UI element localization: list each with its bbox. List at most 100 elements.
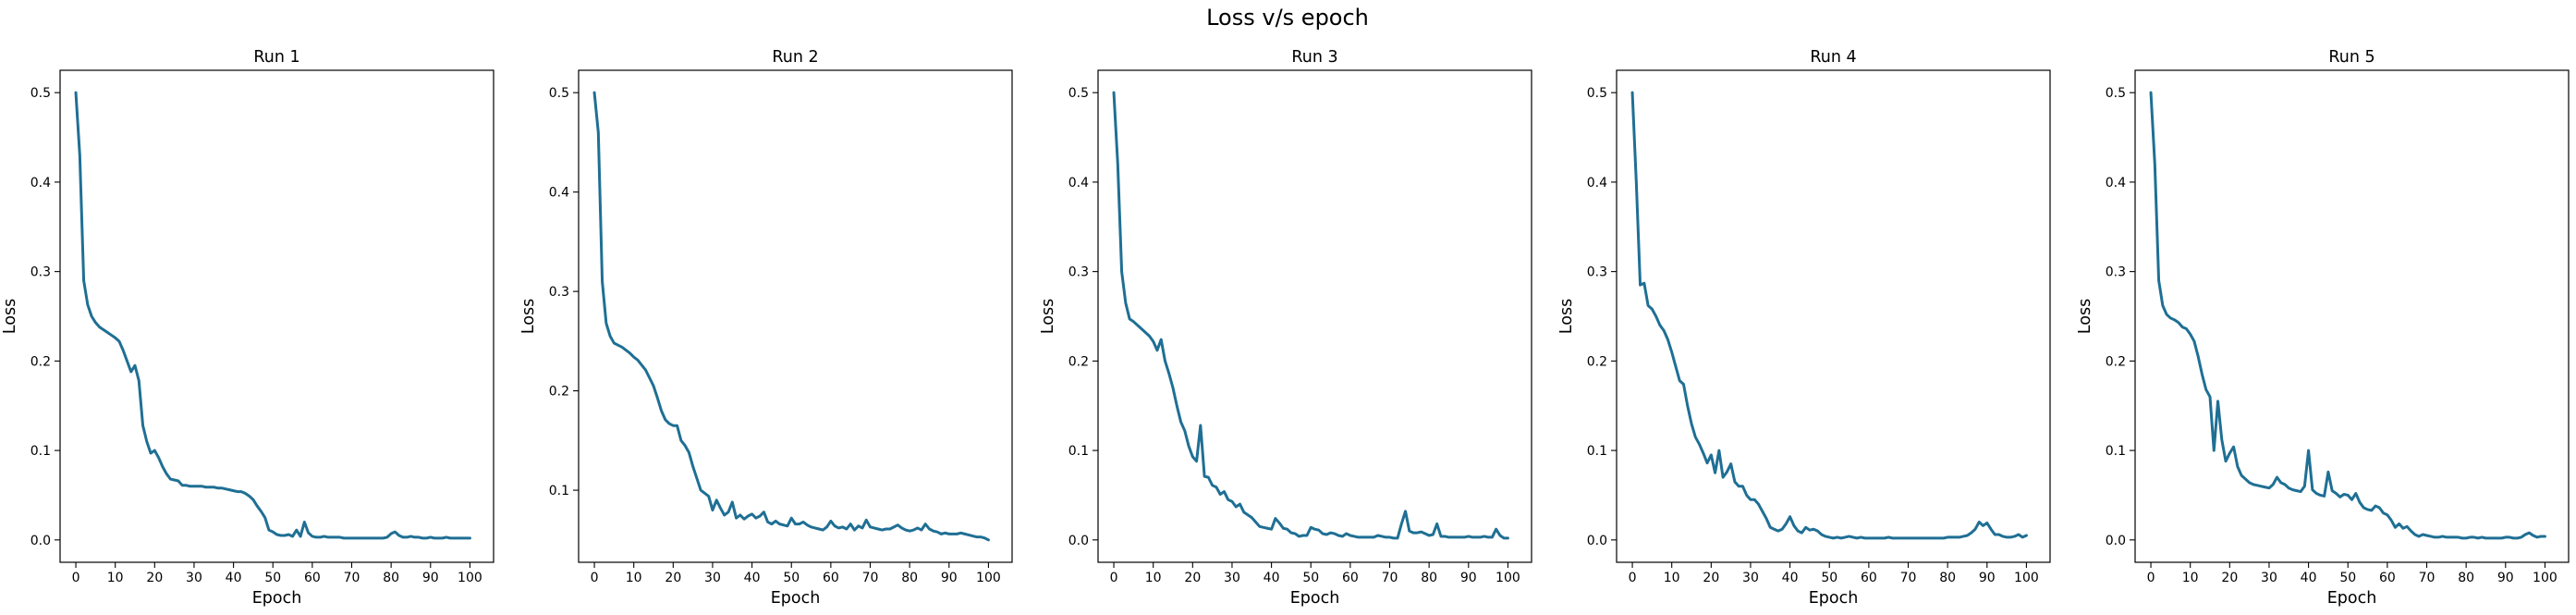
x-tick-label: 40 (226, 571, 242, 585)
y-axis-label: Loss (2076, 299, 2094, 334)
y-tick-label: 0.2 (1587, 354, 1607, 369)
y-tick-label: 0.2 (549, 385, 569, 400)
y-tick-label: 0.5 (31, 86, 51, 101)
x-tick-label: 40 (1264, 571, 1280, 585)
y-tick-label: 0.3 (549, 285, 569, 300)
loss-line (1630, 91, 2028, 540)
y-tick-label: 0.0 (2106, 534, 2126, 548)
x-tick-label: 20 (1184, 571, 1201, 585)
y-tick-label: 0.2 (31, 354, 51, 369)
x-tick-label: 50 (783, 571, 800, 585)
subplot-run-2: Run 2 0 10 20 30 40 50 60 70 80 90 100 0.1 0.2 0.3 0.4 0… (519, 48, 1013, 608)
x-tick-label: 20 (146, 571, 163, 585)
x-tick-label: 70 (1900, 571, 1917, 585)
x-tick-label: 70 (862, 571, 879, 585)
subplot-title: Run 2 (772, 48, 818, 67)
x-tick-label: 10 (626, 571, 642, 585)
x-tick-label: 80 (1421, 571, 1437, 585)
x-tick-label: 30 (704, 571, 721, 585)
y-tick-label: 0.1 (31, 444, 51, 459)
x-tick-label: 40 (1782, 571, 1799, 585)
y-axis-label: Loss (519, 299, 538, 334)
axes-frame (1616, 69, 2051, 563)
y-tick-label: 0.0 (1587, 534, 1607, 548)
subplot-title: Run 5 (2328, 48, 2375, 67)
y-tick-label: 0.4 (1068, 176, 1089, 191)
subplot-title: Run 4 (1810, 48, 1856, 67)
axes-frame (1097, 69, 1532, 563)
x-tick-label: 60 (304, 571, 321, 585)
x-axis-label: Epoch (2327, 589, 2377, 608)
y-tick-label: 0.2 (1068, 354, 1089, 369)
x-tick-label: 100 (1496, 571, 1520, 585)
axes-frame (2134, 69, 2570, 563)
x-tick-label: 10 (1664, 571, 1680, 585)
x-tick-label: 0 (1110, 571, 1118, 585)
y-tick-label: 0.4 (31, 176, 51, 191)
x-tick-label: 80 (383, 571, 399, 585)
y-tick-label: 0.1 (1587, 444, 1607, 459)
y-tick-label: 0.4 (1587, 176, 1607, 191)
x-tick-label: 30 (2261, 571, 2277, 585)
x-tick-label: 80 (901, 571, 918, 585)
y-tick-label: 0.1 (1068, 444, 1089, 459)
subplot-title: Run 3 (1291, 48, 1337, 67)
axes-frame (578, 69, 1013, 563)
y-tick-label: 0.3 (31, 265, 51, 280)
x-tick-label: 0 (591, 571, 599, 585)
x-tick-label: 90 (1979, 571, 1996, 585)
x-tick-label: 80 (2458, 571, 2474, 585)
y-axis-label: Loss (1557, 299, 1576, 334)
subplot-run-3: Run 3 0 10 20 30 40 50 60 70 80 90 100 0.0 0.1 0.2 0.3 0… (1039, 48, 1532, 608)
subplot-run-5: Run 5 0 10 20 30 40 50 60 70 80 90 100 0.0 0.1 0.2 0.3 0… (2076, 48, 2570, 608)
y-tick-label: 0.5 (2106, 86, 2126, 101)
x-tick-label: 50 (1821, 571, 1837, 585)
subplot-run-1: Run 1 0 10 20 30 40 50 60 70 80 90 100 0.0 0.1 0.2 0.3 0… (1, 48, 494, 608)
x-tick-label: 100 (976, 571, 1001, 585)
x-tick-label: 80 (1939, 571, 1956, 585)
x-tick-label: 60 (1861, 571, 1877, 585)
loss-line (2149, 91, 2546, 540)
x-axis-label: Epoch (1809, 589, 1859, 608)
x-tick-label: 20 (2221, 571, 2238, 585)
y-axis-label: Loss (1039, 299, 1057, 334)
y-tick-label: 0.5 (549, 86, 569, 101)
loss-line (592, 91, 990, 542)
y-tick-label: 0.3 (1068, 265, 1089, 280)
x-tick-label: 10 (1145, 571, 1162, 585)
y-tick-label: 0.3 (2106, 265, 2126, 280)
x-axis-label: Epoch (252, 589, 302, 608)
x-tick-label: 90 (2497, 571, 2514, 585)
x-axis-label: Epoch (771, 589, 821, 608)
x-tick-label: 70 (1382, 571, 1398, 585)
subplots: Run 10 10 20 30 40 50 60 70 80 90 1000.00.10.20.30… (1, 48, 2570, 608)
x-tick-label: 70 (344, 571, 360, 585)
x-tick-label: 0 (1629, 571, 1637, 585)
axes-frame (59, 69, 494, 563)
x-tick-label: 100 (2014, 571, 2039, 585)
figure-title: Loss v/s epoch (1206, 5, 1369, 31)
y-axis-label: Loss (1, 299, 19, 334)
x-tick-label: 20 (1703, 571, 1719, 585)
x-tick-label: 50 (2339, 571, 2356, 585)
x-tick-label: 90 (1460, 571, 1477, 585)
x-tick-label: 50 (264, 571, 281, 585)
x-tick-label: 30 (1224, 571, 1240, 585)
y-tick-label: 0.1 (549, 484, 569, 498)
y-tick-label: 0.0 (31, 534, 51, 548)
x-tick-label: 90 (941, 571, 958, 585)
x-tick-label: 50 (1302, 571, 1319, 585)
x-tick-label: 0 (2147, 571, 2155, 585)
y-tick-label: 0.0 (1068, 534, 1089, 548)
x-tick-label: 0 (72, 571, 80, 585)
x-tick-label: 70 (2419, 571, 2436, 585)
y-tick-label: 0.5 (1587, 86, 1607, 101)
subplot-run-4: Run 4 0 10 20 30 40 50 60 70 80 90 100 0.0 0.1 0.2 0.3 0… (1557, 48, 2051, 608)
x-tick-label: 60 (2379, 571, 2396, 585)
y-tick-label: 0.4 (2106, 176, 2126, 191)
x-tick-label: 10 (107, 571, 124, 585)
x-tick-label: 30 (186, 571, 202, 585)
x-tick-label: 60 (1342, 571, 1359, 585)
x-tick-label: 90 (422, 571, 439, 585)
